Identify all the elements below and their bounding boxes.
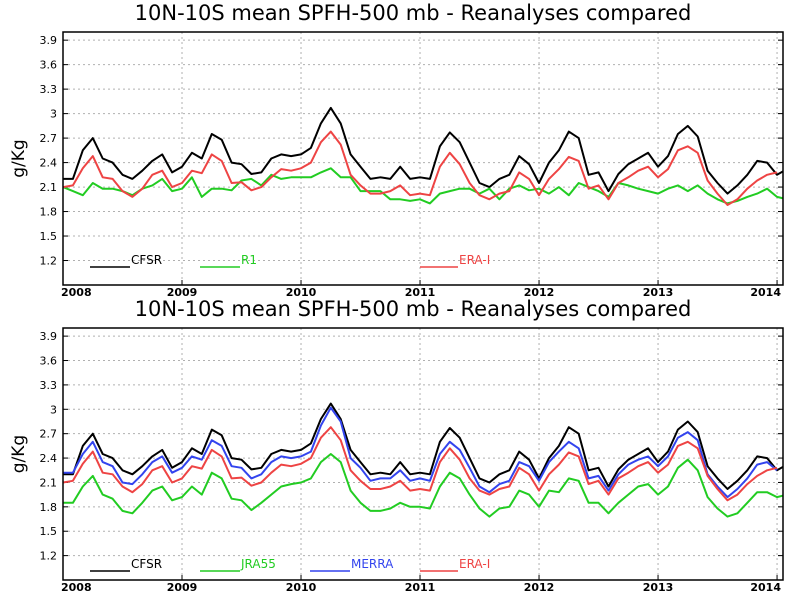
series-line-era-i <box>63 426 778 502</box>
y-tick-label: 2.4 <box>40 157 58 170</box>
x-tick-label: 2011 <box>405 286 436 299</box>
series-line-cfsr <box>63 402 783 490</box>
series-line-merra <box>63 406 778 499</box>
x-tick-label: 2012 <box>524 581 555 594</box>
series-line-jra55 <box>63 453 783 518</box>
y-axis-label: g/Kg <box>9 435 29 473</box>
legend-label: CFSR <box>131 557 162 571</box>
y-tick-label: 2.1 <box>40 476 58 489</box>
y-tick-label: 3.9 <box>40 330 58 343</box>
legend-label: JRA55 <box>240 557 276 571</box>
legend-label: MERRA <box>351 557 394 571</box>
chart-panel-2: 10N-10S mean SPFH-500 mb - Reanalyses co… <box>9 297 784 594</box>
y-tick-label: 1.5 <box>40 230 58 243</box>
y-axis-label: g/Kg <box>9 139 29 177</box>
plot-frame <box>62 31 784 286</box>
series-line-era-i <box>63 130 778 206</box>
y-tick-label: 1.5 <box>40 525 58 538</box>
chart-title: 10N-10S mean SPFH-500 mb - Reanalyses co… <box>135 1 692 25</box>
y-tick-label: 1.2 <box>40 550 58 563</box>
y-tick-label: 2.1 <box>40 181 58 194</box>
series-line-r1 <box>63 167 783 205</box>
series-line-cfsr <box>63 106 783 195</box>
legend-label: ERA-I <box>459 253 490 267</box>
y-tick-label: 3.9 <box>40 34 58 47</box>
x-tick-label: 2014 <box>750 286 781 299</box>
x-tick-label: 2011 <box>405 581 436 594</box>
x-tick-label: 2008 <box>61 286 92 299</box>
y-tick-label: 1.2 <box>40 255 58 268</box>
y-tick-label: 2.7 <box>40 132 58 145</box>
y-tick-label: 2.7 <box>40 428 58 441</box>
y-tick-label: 3.3 <box>40 379 58 392</box>
chart-title: 10N-10S mean SPFH-500 mb - Reanalyses co… <box>135 297 692 321</box>
x-tick-label: 2012 <box>524 286 555 299</box>
y-tick-label: 3.3 <box>40 83 58 96</box>
legend-label: ERA-I <box>459 557 490 571</box>
x-tick-label: 2010 <box>286 581 317 594</box>
y-tick-label: 1.8 <box>40 206 58 219</box>
legend-label: R1 <box>241 253 257 267</box>
y-tick-label: 3 <box>50 403 57 416</box>
x-tick-label: 2008 <box>61 581 92 594</box>
x-tick-label: 2009 <box>167 286 198 299</box>
x-tick-label: 2013 <box>643 581 674 594</box>
x-tick-label: 2013 <box>643 286 674 299</box>
y-tick-label: 3 <box>50 108 57 121</box>
y-tick-label: 3.6 <box>40 355 58 368</box>
x-tick-label: 2010 <box>286 286 317 299</box>
x-tick-label: 2009 <box>167 581 198 594</box>
chart-panel-1: 10N-10S mean SPFH-500 mb - Reanalyses co… <box>9 1 784 299</box>
x-tick-label: 2014 <box>750 581 781 594</box>
legend-label: CFSR <box>131 253 162 267</box>
y-tick-label: 1.8 <box>40 501 58 514</box>
y-tick-label: 3.6 <box>40 59 58 72</box>
plot-frame <box>62 327 784 581</box>
y-tick-label: 2.4 <box>40 452 58 465</box>
